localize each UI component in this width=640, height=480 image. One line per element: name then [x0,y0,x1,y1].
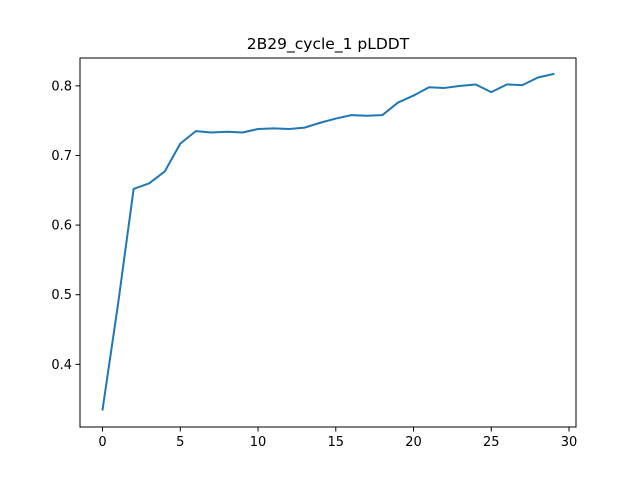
chart-title: 2B29_cycle_1 pLDDT [247,35,410,54]
y-tick-label: 0.6 [51,219,72,234]
x-tick-label: 10 [250,435,267,450]
axes-layer: 0 5 10 15 20 25 30 0.4 0.5 0.6 0.7 0.8 [51,79,577,450]
plot-frame [79,57,577,428]
y-tick-label: 0.4 [51,358,72,373]
y-tick-label: 0.8 [51,79,72,94]
plot-layer [101,72,555,411]
x-tick-label: 15 [328,435,345,450]
x-tick-label: 25 [483,435,500,450]
series-line [101,72,555,411]
y-tick-label: 0.5 [51,288,72,303]
x-tick-label: 20 [405,435,422,450]
x-tick-label: 0 [98,435,106,450]
x-tick-label: 30 [561,435,578,450]
y-tick-label: 0.7 [51,149,72,164]
x-tick-label: 5 [176,435,184,450]
